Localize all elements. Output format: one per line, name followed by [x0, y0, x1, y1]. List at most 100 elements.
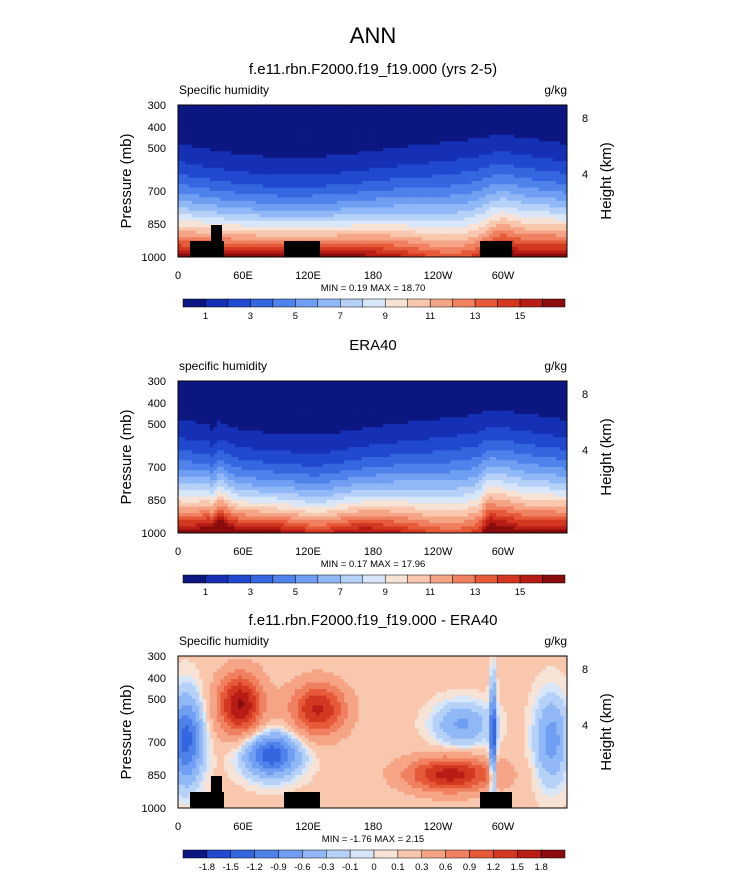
contour-cell [429, 230, 434, 235]
contour-cell [287, 171, 292, 175]
contour-cell [475, 223, 480, 228]
contour-cell [319, 105, 324, 109]
contour-cell [414, 161, 420, 166]
contour-cell [464, 200, 469, 205]
contour-cell [209, 111, 214, 116]
contour-cell [531, 108, 536, 113]
contour-cell [559, 214, 565, 218]
contour-cell [542, 181, 547, 185]
contour-cell [202, 118, 207, 123]
contour-cell [262, 144, 268, 149]
contour-cell [298, 181, 303, 185]
contour-cell [563, 237, 567, 242]
contour-cell [400, 247, 405, 251]
contour-cell [312, 121, 317, 126]
contour-cell [305, 121, 310, 126]
contour-cell [188, 174, 193, 179]
contour-cell [280, 214, 285, 218]
contour-cell [513, 181, 519, 185]
contour-cell [418, 184, 423, 189]
contour-cell [563, 144, 567, 149]
contour-cell [178, 114, 183, 119]
contour-cell [411, 207, 416, 212]
contour-cell [485, 210, 490, 215]
contour-cell [308, 194, 313, 199]
contour-cell [467, 227, 473, 232]
contour-cell [542, 174, 547, 179]
contour-cell [361, 138, 367, 142]
contour-cell [379, 207, 384, 212]
contour-cell [513, 111, 519, 116]
contour-cell [506, 184, 512, 189]
contour-cell [559, 204, 565, 209]
contour-cell [489, 171, 494, 175]
contour-cell [178, 207, 183, 212]
contour-cell [503, 187, 508, 192]
contour-cell [517, 161, 522, 166]
contour-cell [188, 111, 193, 116]
contour-cell [259, 233, 264, 238]
contour-cell [273, 114, 278, 119]
contour-cell [538, 118, 543, 123]
contour-cell [467, 138, 473, 142]
contour-cell [337, 187, 342, 192]
contour-cell [414, 174, 420, 179]
contour-cell [255, 217, 260, 222]
contour-cell [432, 108, 437, 113]
contour-cell [404, 207, 409, 212]
contour-cell [436, 154, 441, 159]
contour-cell [460, 230, 466, 235]
contour-cell [478, 217, 483, 222]
contour-cell [298, 141, 303, 146]
contour-cell [192, 197, 197, 202]
contour-cell [556, 157, 561, 162]
contour-cell [531, 223, 536, 228]
contour-cell [549, 177, 554, 182]
contour-cell [266, 134, 271, 139]
contour-cell [291, 227, 296, 232]
contour-cell [213, 147, 218, 152]
contour-cell [337, 121, 342, 126]
contour-cell [347, 164, 352, 169]
contour-cell [269, 253, 275, 257]
contour-cell [223, 161, 229, 166]
contour-cell [305, 174, 310, 179]
contour-cell [330, 174, 335, 179]
contour-cell [312, 118, 317, 123]
contour-cell [351, 194, 356, 199]
contour-cell [241, 167, 246, 172]
contour-cell [330, 108, 335, 113]
contour-cell [436, 190, 441, 195]
contour-cell [453, 204, 458, 209]
contour-cell [340, 200, 345, 205]
contour-cell [213, 184, 218, 189]
contour-cell [549, 134, 554, 139]
contour-cell [241, 174, 246, 179]
contour-cell [489, 134, 494, 139]
contour-cell [542, 167, 547, 172]
contour-cell [400, 124, 405, 129]
contour-cell [223, 105, 229, 109]
contour-cell [234, 118, 239, 123]
contour-cell [291, 141, 296, 146]
contour-cell [418, 114, 423, 119]
contour-cell [238, 187, 243, 192]
contour-cell [467, 207, 473, 212]
contour-cell [322, 151, 328, 156]
contour-cell [482, 128, 487, 133]
contour-cell [262, 161, 268, 166]
contour-cell [510, 237, 515, 242]
contour-cell [248, 197, 253, 202]
contour-cell [400, 230, 405, 235]
contour-cell [422, 134, 427, 139]
contour-cell [496, 223, 501, 228]
contour-cell [457, 210, 462, 215]
contour-cell [273, 164, 278, 169]
contour-cell [255, 167, 260, 172]
contour-cell [432, 141, 437, 146]
contour-cell [393, 144, 398, 149]
contour-cell [425, 174, 430, 179]
contour-cell [492, 154, 497, 159]
contour-cell [231, 181, 236, 185]
contour-cell [185, 174, 190, 179]
